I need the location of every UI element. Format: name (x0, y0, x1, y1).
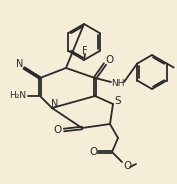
Text: O: O (54, 125, 62, 135)
Text: O: O (89, 147, 97, 157)
Text: O: O (105, 55, 113, 65)
Text: NH: NH (111, 79, 125, 88)
Text: N: N (16, 59, 24, 69)
Text: F: F (82, 46, 88, 56)
Text: O: O (123, 161, 131, 171)
Text: H₂N: H₂N (9, 91, 27, 100)
Text: S: S (115, 96, 121, 106)
Text: N: N (51, 99, 59, 109)
